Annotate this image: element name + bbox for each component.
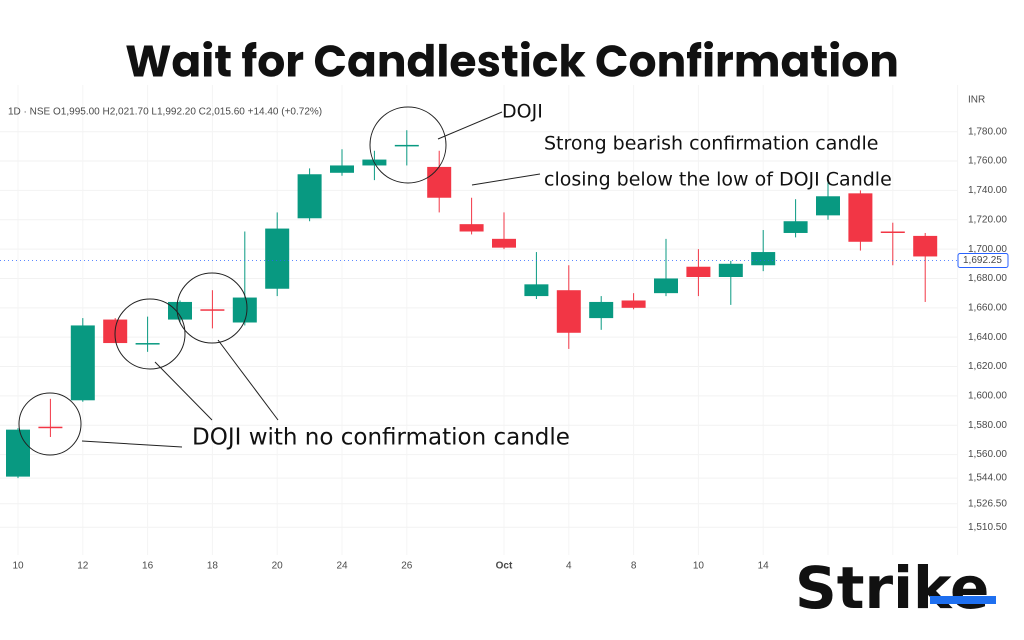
- candle-body: [297, 174, 322, 219]
- x-tick-label: 14: [758, 561, 770, 572]
- candle-body: [200, 309, 225, 311]
- candle-body: [880, 231, 905, 233]
- x-tick-label: 16: [142, 561, 154, 572]
- logo-text: Strike: [795, 554, 989, 622]
- y-tick-label: 1,700.00: [968, 244, 1007, 255]
- x-tick-label: 10: [693, 561, 705, 572]
- arrow: [154, 361, 213, 421]
- logo-bg: [790, 558, 1015, 628]
- doji-circle: [114, 298, 186, 370]
- x-tick-label: 20: [272, 561, 284, 572]
- x-tick-label: 8: [631, 561, 637, 572]
- candle-body: [686, 266, 711, 277]
- y-tick-label: 1,640.00: [968, 332, 1007, 343]
- annotation: DOJI: [502, 101, 543, 123]
- axis-unit: INR: [968, 95, 985, 106]
- annotation: closing below the low of DOJI Candle: [544, 169, 892, 191]
- y-tick-label: 1,600.00: [968, 391, 1007, 402]
- y-tick-label: 1,560.00: [968, 449, 1007, 460]
- candle-body: [589, 301, 614, 319]
- x-tick-label: 26: [401, 561, 413, 572]
- candle-body: [621, 300, 646, 308]
- candle-body: [492, 238, 516, 248]
- candle-body: [816, 196, 840, 216]
- arrow: [81, 440, 183, 448]
- arrow: [471, 173, 541, 186]
- candle-body: [751, 252, 776, 266]
- candle-body: [783, 221, 808, 233]
- x-tick-label: 4: [566, 561, 572, 572]
- candle-body: [913, 235, 938, 257]
- logo-accent: [930, 596, 996, 604]
- y-tick-label: 1,660.00: [968, 302, 1007, 313]
- y-tick-label: 1,510.50: [968, 522, 1007, 533]
- candle-body: [848, 193, 873, 242]
- annotation: DOJI with no confirmation candle: [192, 425, 570, 451]
- logo: Strike: [790, 554, 1015, 628]
- candle-body: [135, 343, 160, 345]
- candle-body: [654, 278, 678, 294]
- y-tick-label: 1,760.00: [968, 156, 1007, 167]
- x-tick-label: Oct: [496, 561, 513, 572]
- annotation: Strong bearish confirmation candle: [544, 133, 878, 155]
- candle-body: [6, 429, 30, 477]
- candle-body: [232, 297, 257, 323]
- y-tick-label: 1,620.00: [968, 361, 1007, 372]
- doji-circle: [369, 106, 447, 184]
- y-tick-label: 1,544.00: [968, 473, 1007, 484]
- ohlc-header: 1D · NSE O1,995.00 H2,021.70 L1,992.20 C…: [8, 107, 322, 118]
- y-tick-label: 1,720.00: [968, 214, 1007, 225]
- candle-body: [265, 228, 290, 289]
- x-tick-label: 18: [207, 561, 219, 572]
- plot: 1,780.00 1,760.00 1,740.00 1,720.00 1,700.00…: [0, 85, 1009, 572]
- candle-body: [524, 284, 549, 297]
- y-tick-label: 1,780.00: [968, 126, 1007, 137]
- candle-body: [394, 144, 419, 147]
- chart-title: Wait for Candlestick Confirmation: [125, 31, 899, 92]
- x-tick-label: 12: [77, 561, 89, 572]
- y-tick-label: 1,740.00: [968, 185, 1007, 196]
- candle-body: [459, 224, 484, 232]
- last-price-label: 1,692.25: [963, 255, 1002, 266]
- y-tick-label: 1,680.00: [968, 273, 1007, 284]
- x-tick-label: 10: [12, 561, 24, 572]
- candle-body: [556, 290, 581, 333]
- x-tick-label: 24: [336, 561, 348, 572]
- arrow: [437, 111, 503, 140]
- candle-body: [427, 166, 452, 198]
- candle-body: [718, 263, 743, 277]
- last-price-box: [957, 252, 1009, 268]
- annotation-shapes: [18, 106, 541, 456]
- candle-body: [38, 426, 63, 429]
- y-tick-label: 1,580.00: [968, 420, 1007, 431]
- candle-body: [330, 165, 354, 173]
- arrow: [217, 339, 279, 421]
- candle-body: [70, 325, 95, 401]
- doji-circle: [18, 392, 82, 456]
- candle-body: [168, 301, 192, 320]
- y-tick-label: 1,526.50: [968, 498, 1007, 509]
- doji-circle: [176, 272, 248, 344]
